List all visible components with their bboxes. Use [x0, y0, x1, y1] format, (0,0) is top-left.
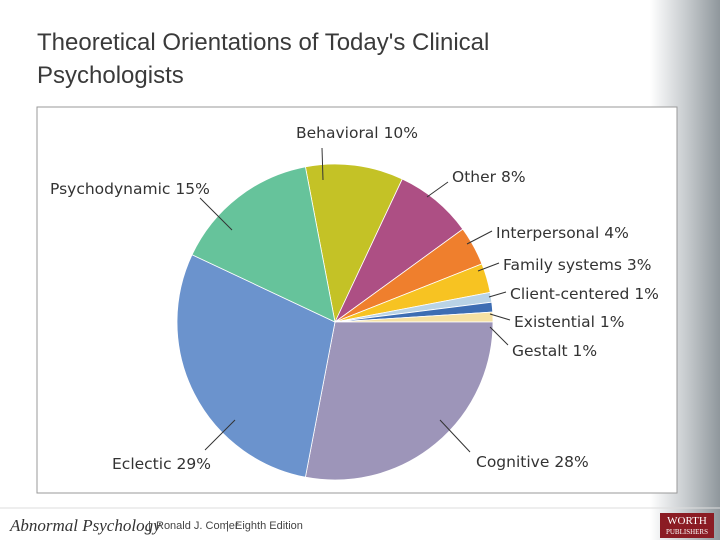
category-name: Interpersonal — [496, 224, 599, 242]
leader-line — [488, 291, 507, 298]
slice-label: Gestalt 1% — [512, 342, 597, 360]
pie-slice — [304, 163, 403, 324]
publisher-name: PUBLISHERS — [666, 528, 708, 536]
slide-title: Psychologists — [37, 62, 184, 89]
value-label: 1% — [634, 285, 659, 303]
footer-separator: | — [226, 520, 229, 532]
value-label: 29% — [177, 455, 211, 473]
leader-line — [489, 313, 511, 321]
leader-line — [466, 230, 493, 245]
slice-label: Family systems 3% — [503, 256, 651, 274]
slice-label: Other 8% — [452, 168, 526, 186]
slice-label: Behavioral 10% — [296, 124, 418, 142]
leader-line — [426, 181, 449, 198]
author: Ronald J. Comer — [156, 520, 239, 532]
category-name: Cognitive — [476, 453, 549, 471]
pie: Behavioral 10% Other 8% Interpersonal 4% Fa… — [50, 124, 659, 481]
publisher-logo — [660, 513, 714, 538]
category-name: Eclectic — [112, 455, 172, 473]
slice-label: Cognitive 28% — [476, 453, 589, 471]
category-name: Gestalt — [512, 342, 568, 360]
value-label: 1% — [573, 342, 598, 360]
leader-line — [204, 419, 236, 451]
value-label: 3% — [627, 256, 652, 274]
slide-title: Theoretical Orientations of Today's Clin… — [37, 29, 489, 56]
leader-line — [199, 197, 233, 231]
slice-label: Eclectic 29% — [112, 455, 211, 473]
edition: Eighth Edition — [235, 520, 303, 532]
leader-line — [489, 326, 509, 346]
footer-separator: | — [148, 520, 151, 532]
leader-line — [321, 147, 324, 181]
category-name: Behavioral — [296, 124, 379, 142]
slice-label: Psychodynamic 15% — [50, 180, 210, 198]
value-label: 10% — [384, 124, 418, 142]
value-label: 15% — [175, 180, 209, 198]
category-name: Existential — [514, 313, 595, 331]
category-name: Psychodynamic — [50, 180, 170, 198]
category-name: Client-centered — [510, 285, 629, 303]
leader-line — [439, 419, 471, 453]
value-label: 28% — [554, 453, 588, 471]
pie-slice — [304, 321, 494, 481]
book-title: Abnormal Psychology — [9, 516, 161, 535]
slice-label: Interpersonal 4% — [496, 224, 629, 242]
pie-slice — [191, 166, 336, 323]
category-name: Other — [452, 168, 497, 186]
pie-slice — [176, 254, 336, 478]
slice-label: Client-centered 1% — [510, 285, 659, 303]
leader-line — [477, 262, 500, 272]
value-label: 1% — [600, 313, 625, 331]
value-label: 8% — [501, 168, 526, 186]
slice-label: Existential 1% — [514, 313, 625, 331]
value-label: 4% — [604, 224, 629, 242]
publisher-name: WORTH — [667, 515, 707, 527]
category-name: Family systems — [503, 256, 622, 274]
